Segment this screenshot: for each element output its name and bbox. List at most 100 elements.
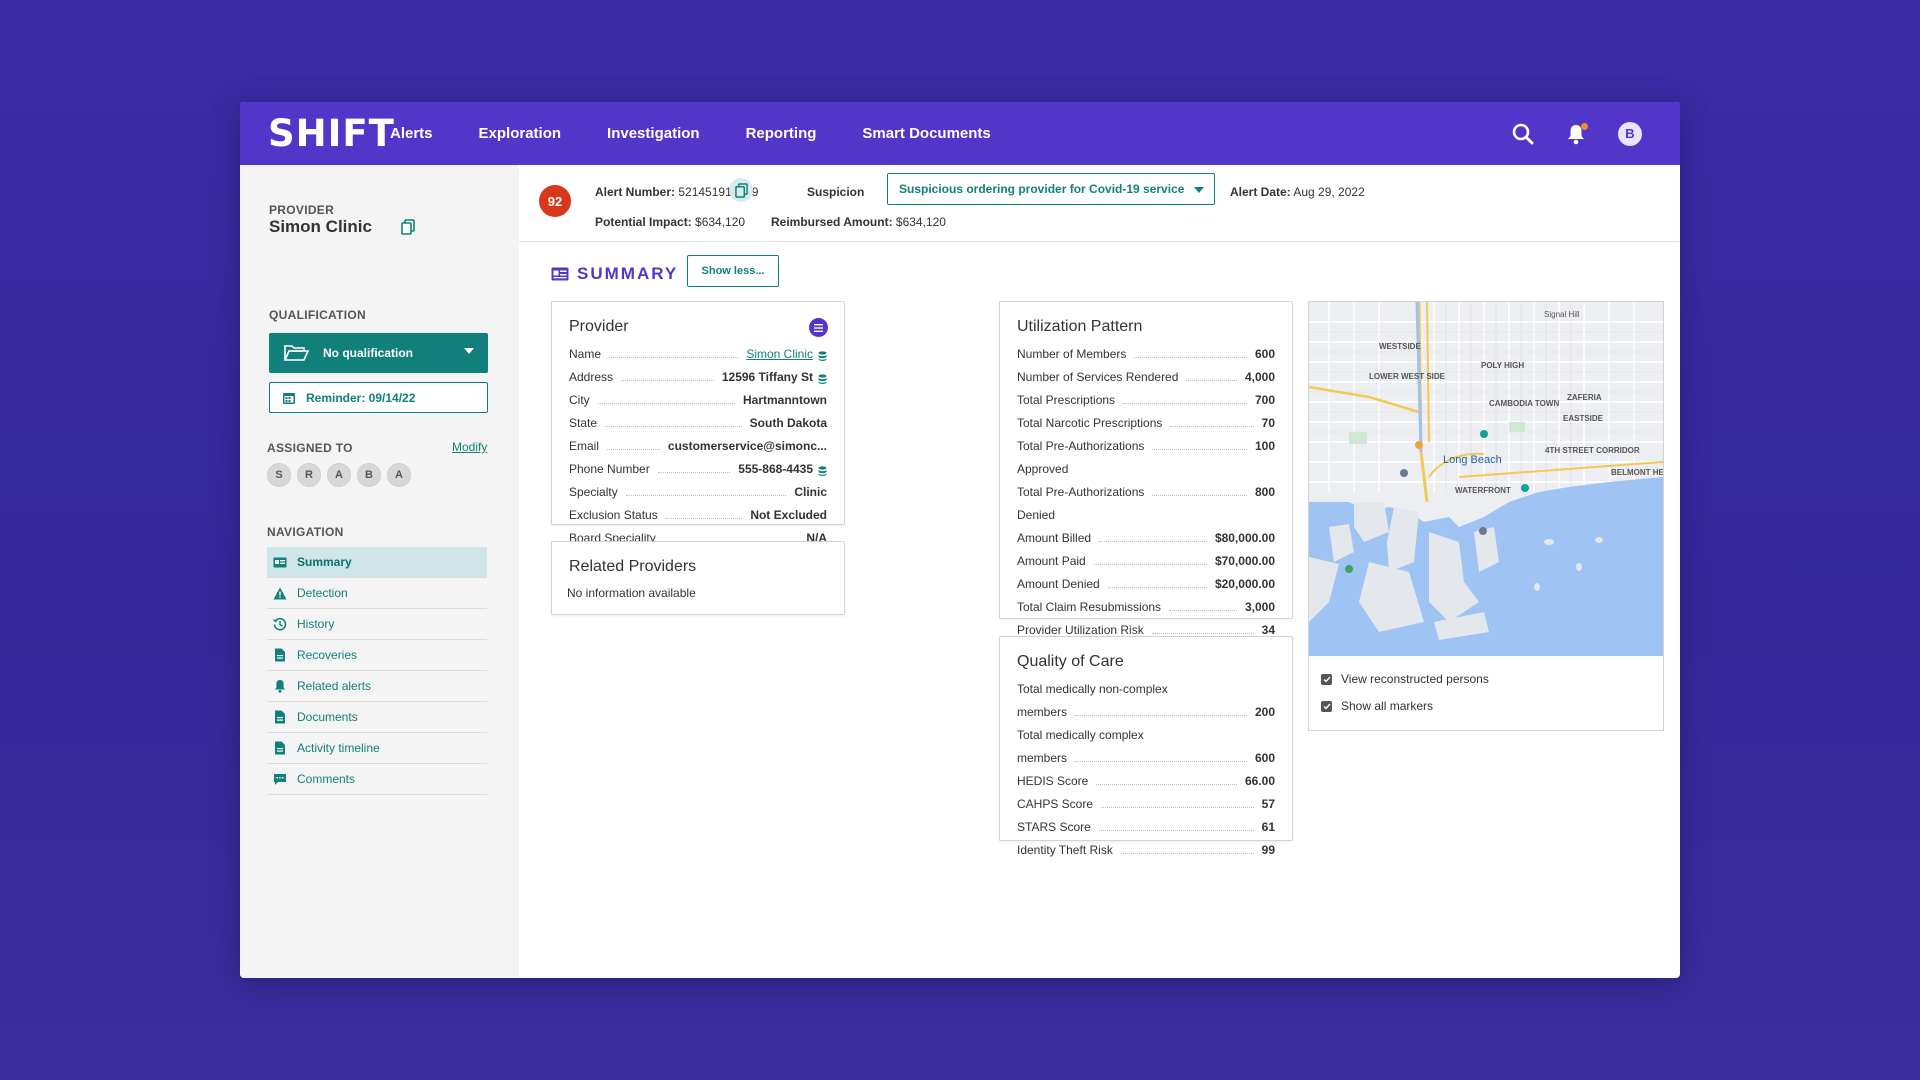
nav-investigation[interactable]: Investigation <box>607 125 700 142</box>
bell-icon[interactable] <box>1566 122 1588 145</box>
qualification-dropdown[interactable]: No qualification <box>269 333 488 373</box>
detail-label: Number of Services Rendered <box>1017 370 1179 384</box>
detail-label: Name <box>569 347 602 361</box>
nav-item-label: History <box>297 617 335 631</box>
detail-label: Total Pre-Authorizations <box>1017 439 1145 453</box>
document-icon <box>273 741 287 755</box>
copy-alert-number-button[interactable] <box>729 178 753 202</box>
nav-item-label: Summary <box>297 555 352 569</box>
detail-row: State South Dakota <box>569 411 827 434</box>
reminder-button[interactable]: Reminder: 09/14/22 <box>269 382 488 413</box>
detail-value: 61 <box>1261 820 1275 834</box>
quality-of-care-card: Quality of Care Total medically non-comp… <box>999 636 1293 857</box>
nav-item-label: Related alerts <box>297 679 372 693</box>
detail-row: Total Pre-Authorizations 800 <box>1017 480 1275 503</box>
detail-value: Hartmanntown <box>743 393 827 407</box>
nav-item-summary[interactable]: Summary <box>267 547 487 578</box>
detail-value: 700 <box>1254 393 1275 407</box>
detail-value: 200 <box>1254 705 1275 719</box>
user-avatar[interactable]: B <box>1618 121 1642 146</box>
potential-impact-label: Potential Impact: <box>595 215 692 229</box>
detail-value: 3,000 <box>1244 600 1275 614</box>
detail-label: State <box>569 416 598 430</box>
nav-item-activity-timeline[interactable]: Activity timeline <box>267 733 487 764</box>
assignee-avatar[interactable]: S <box>267 463 291 487</box>
detail-value: 4,000 <box>1244 370 1275 384</box>
nav-alerts[interactable]: Alerts <box>390 125 433 142</box>
menu-icon[interactable] <box>809 318 828 337</box>
detail-row: Total Claim Resubmissions 3,000 <box>1017 595 1275 618</box>
assignee-avatar[interactable]: A <box>327 463 351 487</box>
detail-label: Provider Utilization Risk <box>1017 623 1144 637</box>
suspicion-dropdown[interactable]: Suspicious ordering provider for Covid-1… <box>887 173 1215 205</box>
nav-item-label: Comments <box>297 772 356 786</box>
detail-row: Phone Number 555-868-4435 <box>569 457 827 480</box>
map-panel: WESTSIDE LOWER WEST SIDE POLY HIGH CAMBO… <box>1308 301 1664 731</box>
assignee-avatar[interactable]: B <box>357 463 381 487</box>
detail-row: Identity Theft Risk 99 <box>1017 838 1275 861</box>
detail-label: Approved <box>1017 462 1069 476</box>
nav-item-documents[interactable]: Documents <box>267 702 487 733</box>
detail-row: CAHPS Score 57 <box>1017 792 1275 815</box>
copy-icon <box>734 182 748 198</box>
nav-item-comments[interactable]: Comments <box>267 764 487 795</box>
utilization-title: Utilization Pattern <box>1017 318 1143 335</box>
map-label: 4TH STREET CORRIDOR <box>1545 446 1640 455</box>
nav-item-related-alerts[interactable]: Related alerts <box>267 671 487 702</box>
detail-row: Number of Services Rendered 4,000 <box>1017 365 1275 388</box>
detail-label: City <box>569 393 590 407</box>
summary-title: SUMMARY <box>577 264 679 283</box>
summary-heading: SUMMARY <box>551 264 678 284</box>
map-view[interactable]: WESTSIDE LOWER WEST SIDE POLY HIGH CAMBO… <box>1309 302 1663 656</box>
detail-row: Email customerservice@simonc... <box>569 434 827 457</box>
nav-exploration[interactable]: Exploration <box>478 125 562 142</box>
checkbox-checked-icon <box>1321 700 1332 712</box>
search-icon[interactable] <box>1512 123 1534 145</box>
map-label: EASTSIDE <box>1563 414 1604 423</box>
top-nav: SHIFT Alerts Exploration Investigation R… <box>240 102 1680 165</box>
avatar-initial: B <box>1618 121 1642 146</box>
detail-value: 34 <box>1261 623 1275 637</box>
detail-row: Provider Utilization Risk 34 <box>1017 618 1275 641</box>
id-card-icon <box>551 267 569 281</box>
map-label: LOWER WEST SIDE <box>1369 372 1445 381</box>
view-reconstructed-persons-checkbox[interactable]: View reconstructed persons <box>1321 672 1489 686</box>
assignee-avatar[interactable]: R <box>297 463 321 487</box>
detail-label: Specialty <box>569 485 618 499</box>
detail-value: 57 <box>1261 797 1275 811</box>
detail-label: STARS Score <box>1017 820 1091 834</box>
nav-item-recoveries[interactable]: Recoveries <box>267 640 487 671</box>
map-label: POLY HIGH <box>1481 361 1525 370</box>
nav-item-detection[interactable]: Detection <box>267 578 487 609</box>
provider-card: Provider Name Simon Clinic Address 12596 T… <box>551 301 845 545</box>
detail-label: Denied <box>1017 508 1056 522</box>
chevron-down-icon <box>464 348 474 354</box>
detail-row: Denied <box>1017 503 1275 526</box>
nav-item-history[interactable]: History <box>267 609 487 640</box>
nav-reporting[interactable]: Reporting <box>745 125 817 142</box>
map-label: Long Beach <box>1443 454 1502 466</box>
detail-value: 600 <box>1254 347 1275 361</box>
nav-smart-documents[interactable]: Smart Documents <box>862 125 991 142</box>
show-less-button[interactable]: Show less... <box>687 255 779 287</box>
nav-item-label: Documents <box>297 710 358 724</box>
copy-icon[interactable] <box>401 219 415 240</box>
reimbursed-amount: Reimbursed Amount: $634,120 <box>771 215 946 229</box>
detail-value: 555-868-4435 <box>738 462 813 476</box>
show-all-markers-checkbox[interactable]: Show all markers <box>1321 699 1433 713</box>
checkbox-checked-icon <box>1321 673 1332 685</box>
alert-date-label: Alert Date: <box>1230 185 1291 199</box>
detail-row: HEDIS Score 66.00 <box>1017 769 1275 792</box>
assignee-avatar[interactable]: A <box>387 463 411 487</box>
modify-link[interactable]: Modify <box>452 440 488 454</box>
detail-value: 12596 Tiffany St <box>721 370 813 384</box>
detail-value: 66.00 <box>1244 774 1275 788</box>
provider-name-link[interactable]: Simon Clinic <box>746 347 813 361</box>
map-label: WESTSIDE <box>1379 342 1421 351</box>
detail-value: Clinic <box>794 485 827 499</box>
empty-state: No information available <box>567 586 696 600</box>
detail-label: Total Narcotic Prescriptions <box>1017 416 1163 430</box>
detail-label: Total Prescriptions <box>1017 393 1116 407</box>
detail-label: Total medically complex <box>1017 728 1144 742</box>
detail-label: HEDIS Score <box>1017 774 1089 788</box>
